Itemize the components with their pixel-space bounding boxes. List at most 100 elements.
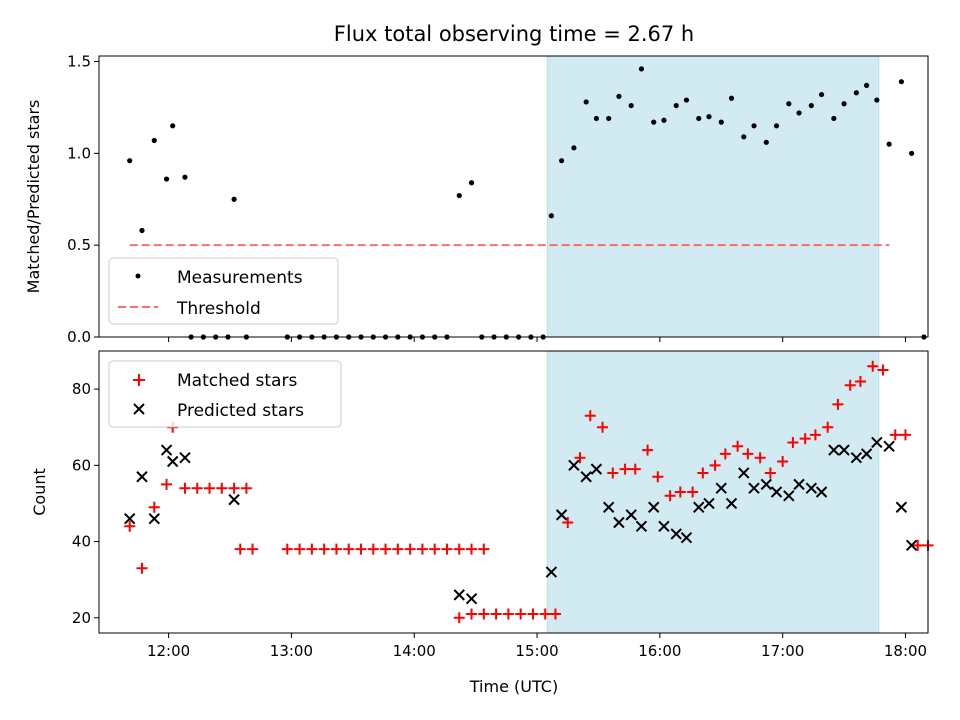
predicted-stars-point <box>148 512 160 525</box>
matched-stars-point <box>478 608 490 620</box>
matched-stars-point <box>844 379 856 391</box>
predicted-stars-point <box>905 539 918 552</box>
matched-stars-point <box>416 543 428 555</box>
measurement-point <box>786 101 792 107</box>
measurement-point <box>559 158 565 164</box>
measurement-point <box>606 115 612 122</box>
matched-stars-point <box>687 486 699 498</box>
figure-title: Flux total observing time = 2.67 h <box>334 22 694 46</box>
matched-stars-point <box>281 543 293 555</box>
legend-matched-marker <box>133 374 145 386</box>
measurement-point <box>898 79 904 85</box>
y-tick-label: 80 <box>72 380 91 398</box>
measurement-point <box>683 97 690 103</box>
matched-stars-point <box>466 543 478 555</box>
predicted-stars-point <box>555 509 568 521</box>
predicted-stars-point <box>123 512 136 525</box>
matched-stars-point <box>822 421 834 433</box>
matched-stars-point <box>404 543 416 555</box>
matched-stars-point <box>912 539 924 551</box>
matched-stars-point <box>478 543 490 555</box>
matched-stars-point <box>799 433 811 445</box>
y-tick-label: 1.5 <box>67 53 91 71</box>
predicted-stars-point <box>828 444 840 456</box>
predicted-stars-point <box>738 467 750 479</box>
y-tick-label: 40 <box>72 533 91 551</box>
measurement-point <box>651 119 657 125</box>
y-tick-label: 60 <box>72 456 91 474</box>
measurement-point <box>616 93 622 100</box>
measurement-point <box>548 213 554 219</box>
predicted-stars-point <box>693 501 705 513</box>
predicted-stars-point <box>580 471 592 483</box>
measurement-point <box>706 114 712 120</box>
matched-stars-point <box>787 436 799 448</box>
predicted-stars-point <box>136 471 148 483</box>
measurement-point <box>909 150 915 156</box>
x-tick-label: 18:00 <box>884 642 927 660</box>
measurement-point <box>593 115 600 122</box>
matched-stars-point <box>318 543 330 555</box>
matched-stars-point <box>832 398 844 410</box>
y-axis-label: Matched/Predicted stars <box>24 100 43 294</box>
predicted-stars-point <box>228 493 240 506</box>
matched-stars-point <box>697 467 709 479</box>
matched-stars-point <box>453 543 465 555</box>
predicted-stars-point <box>545 566 558 578</box>
legend-predicted-marker <box>133 403 145 415</box>
measurement-point <box>773 123 780 129</box>
predicted-stars-point <box>568 459 580 472</box>
x-tick-label: 17:00 <box>761 642 804 660</box>
x-tick-label: 13:00 <box>270 642 313 660</box>
matched-stars-point <box>161 478 173 490</box>
matched-stars-point <box>899 429 911 441</box>
measurement-point <box>231 196 237 202</box>
predicted-stars-point <box>635 520 648 533</box>
matched-stars-point <box>742 448 754 460</box>
matched-stars-point <box>867 360 879 372</box>
measurement-point <box>718 119 724 125</box>
matched-stars-point <box>216 482 228 494</box>
measurement-point <box>163 176 170 182</box>
predicted-stars-point <box>748 482 760 494</box>
measurement-point <box>863 82 870 88</box>
matched-stars-point <box>732 440 744 452</box>
predicted-stars-point <box>453 589 465 601</box>
measurement-point <box>741 134 747 140</box>
legend-threshold-label: Threshold <box>176 299 261 319</box>
matched-stars-point <box>709 459 721 471</box>
observing-span-shade <box>546 55 880 338</box>
matched-stars-point <box>490 608 502 620</box>
y-tick-label: 1.0 <box>67 144 91 162</box>
matched-stars-point <box>854 375 866 387</box>
predicted-stars-point <box>602 501 615 513</box>
predicted-stars-point <box>648 501 660 513</box>
axes-frame <box>98 350 929 634</box>
matched-stars-point <box>629 463 641 475</box>
measurement-point <box>853 90 859 96</box>
matched-stars-point <box>367 543 379 555</box>
predicted-stars-point <box>613 516 625 529</box>
y-tick-label: 20 <box>72 609 91 627</box>
matched-stars-point <box>247 543 259 555</box>
matched-stars-point <box>607 467 619 479</box>
observing-span-shade <box>546 350 880 634</box>
measurement-point <box>661 117 667 123</box>
predicted-stars-point <box>465 592 478 605</box>
matched-stars-point <box>330 543 342 555</box>
predicted-stars-point <box>883 440 895 452</box>
matched-stars-point <box>515 608 527 620</box>
predicted-stars-point <box>793 478 805 491</box>
x-tick-label: 15:00 <box>515 642 558 660</box>
x-axis-label: Time (UTC) <box>469 677 558 696</box>
measurement-point <box>874 97 880 103</box>
y-tick-label: 0.5 <box>67 236 91 254</box>
top-panel: 0.0 0.5 1.0 1.5 Matched/Predicted stars <box>24 53 929 346</box>
matched-stars-point <box>642 444 654 456</box>
matched-stars-point <box>502 608 514 620</box>
matched-stars-point <box>234 543 246 555</box>
measurement-point <box>841 101 847 107</box>
predicted-stars-point <box>860 448 873 460</box>
matched-stars-point <box>124 520 136 532</box>
measurement-point <box>886 141 892 147</box>
